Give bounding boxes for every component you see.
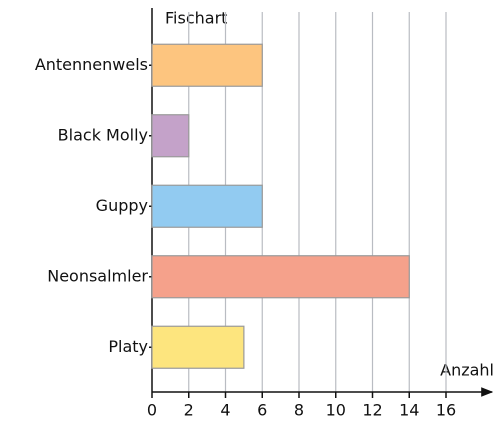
x-tick-label: 2 <box>184 401 194 420</box>
bar <box>151 325 245 369</box>
y-tick-label: Guppy <box>96 196 148 215</box>
x-tick-label: 10 <box>326 401 346 420</box>
x-tick-label: 6 <box>257 401 267 420</box>
bar <box>151 255 410 299</box>
x-tick-label: 14 <box>399 401 419 420</box>
y-tick-label: Neonsalmler <box>47 266 148 285</box>
y-tick-label: Antennenwels <box>35 55 148 74</box>
x-tick-label: 4 <box>220 401 230 420</box>
bar <box>151 184 263 228</box>
x-tick-label: 16 <box>436 401 456 420</box>
y-axis-label: Fischart <box>165 9 227 28</box>
bar <box>151 43 263 87</box>
x-tick-label: 0 <box>147 401 157 420</box>
y-tick-label: Black Molly <box>58 125 148 144</box>
y-tick-label: Platy <box>108 337 148 356</box>
x-axis-label: Anzahl <box>440 361 494 380</box>
bar <box>151 114 190 158</box>
x-tick-label: 8 <box>294 401 304 420</box>
x-tick-label: 12 <box>362 401 382 420</box>
